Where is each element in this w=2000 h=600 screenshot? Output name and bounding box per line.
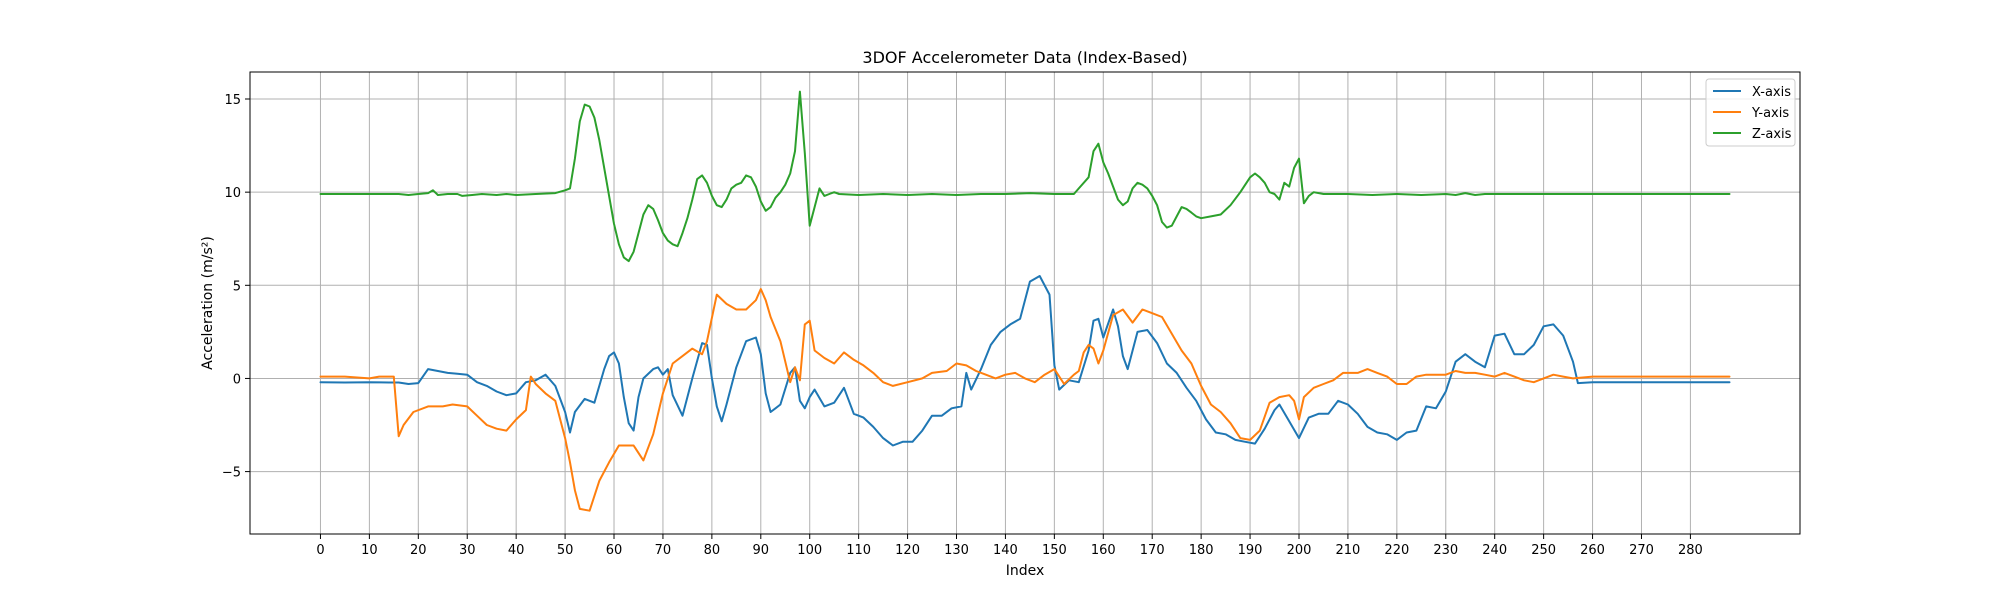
x-tick-label: 230	[1433, 543, 1458, 558]
x-tick-label: 40	[508, 543, 525, 558]
x-tick-label: 0	[316, 543, 324, 558]
x-tick-label: 220	[1384, 543, 1409, 558]
x-tick-label: 30	[459, 543, 476, 558]
legend-box	[1705, 78, 1796, 147]
x-tick-label: 250	[1531, 543, 1556, 558]
x-tick-label: 50	[557, 543, 574, 558]
y-tick-label: −5	[222, 466, 241, 481]
legend-label-y-axis: Y-axis	[1751, 106, 1789, 121]
y-tick-label: 5	[233, 279, 241, 294]
y-axis-title: Acceleration (m/s²)	[200, 236, 216, 370]
y-tick-label: 0	[233, 372, 241, 387]
x-tick-label: 140	[993, 543, 1018, 558]
x-tick-label: 120	[895, 543, 920, 558]
x-tick-label: 260	[1580, 543, 1605, 558]
x-axis-title: Index	[1006, 563, 1045, 579]
x-tick-label: 210	[1336, 543, 1361, 558]
x-tick-label: 170	[1140, 543, 1165, 558]
series-line-z-axis	[319, 90, 1731, 263]
x-tick-label: 20	[410, 543, 427, 558]
x-tick-label: 270	[1629, 543, 1654, 558]
axis-ticks: 0 10 20 30 40 50 60 70 80 90 100 110 120 130 140 150 160…	[222, 93, 1703, 558]
x-tick-label: 200	[1287, 543, 1312, 558]
series-line-x-axis	[319, 275, 1731, 447]
x-tick-label: 10	[361, 543, 378, 558]
x-tick-label: 180	[1189, 543, 1214, 558]
x-tick-label: 130	[944, 543, 969, 558]
x-tick-label: 190	[1238, 543, 1263, 558]
chart-title: 3DOF Accelerometer Data (Index-Based)	[862, 48, 1187, 67]
x-tick-label: 110	[846, 543, 871, 558]
series-lines	[319, 90, 1731, 512]
x-tick-label: 280	[1678, 543, 1703, 558]
x-tick-label: 90	[753, 543, 770, 558]
x-tick-label: 150	[1042, 543, 1067, 558]
legend: X-axis Y-axis Z-axis	[1705, 78, 1796, 147]
legend-label-z-axis: Z-axis	[1752, 127, 1792, 142]
x-tick-label: 80	[704, 543, 721, 558]
legend-label-x-axis: X-axis	[1752, 85, 1791, 100]
x-tick-label: 240	[1482, 543, 1507, 558]
y-tick-label: 15	[224, 93, 241, 108]
series-line-y-axis	[319, 288, 1731, 512]
x-tick-label: 100	[797, 543, 822, 558]
x-tick-label: 70	[655, 543, 672, 558]
plot-area	[249, 71, 1801, 535]
y-tick-label: 10	[224, 186, 241, 201]
x-tick-label: 60	[606, 543, 623, 558]
x-tick-label: 160	[1091, 543, 1116, 558]
